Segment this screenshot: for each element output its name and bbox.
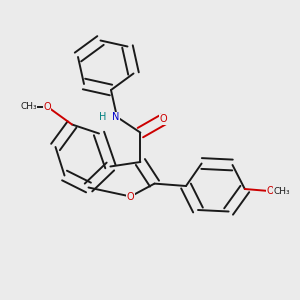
Text: O: O: [43, 101, 51, 112]
Text: O: O: [266, 186, 274, 196]
Text: H: H: [99, 112, 106, 122]
Text: N: N: [112, 112, 119, 122]
Text: O: O: [127, 191, 134, 202]
Text: CH₃: CH₃: [20, 102, 37, 111]
Text: CH₃: CH₃: [274, 187, 290, 196]
Text: O: O: [160, 114, 167, 124]
